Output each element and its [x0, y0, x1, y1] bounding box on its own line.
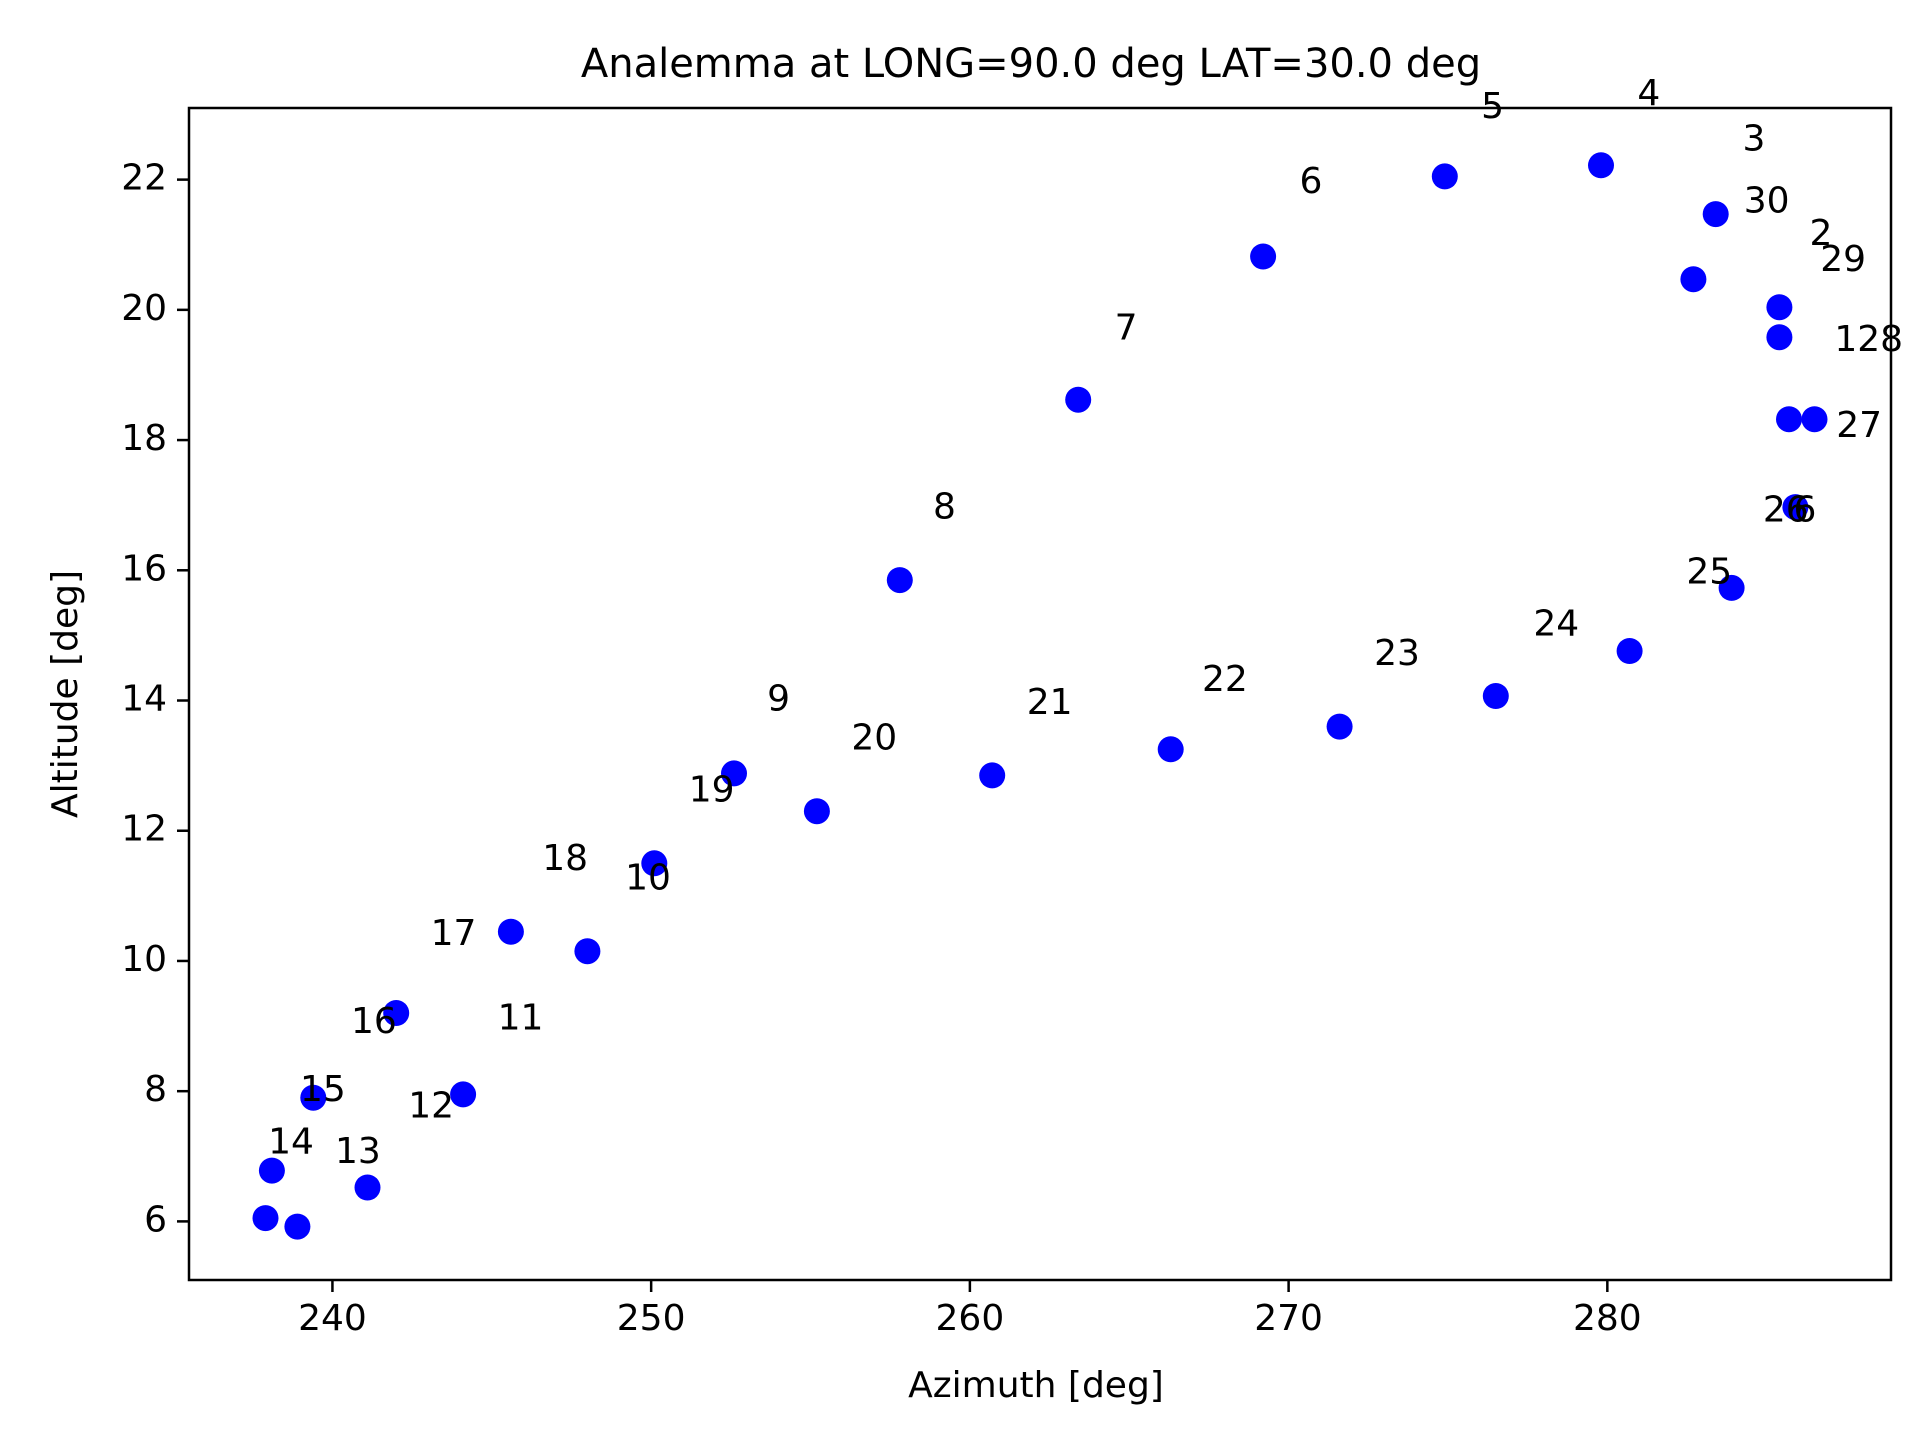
point-label: 29: [1820, 239, 1866, 280]
x-tick-label: 270: [1254, 1298, 1323, 1339]
data-point: [1588, 152, 1614, 179]
y-tick-label: 20: [121, 288, 167, 329]
data-point: [886, 567, 913, 594]
point-label: 6: [1793, 490, 1816, 531]
data-point: [1702, 201, 1729, 228]
point-label: 25: [1686, 552, 1732, 593]
point-label: 2: [1809, 213, 1832, 254]
point-label: 15: [300, 1069, 346, 1110]
data-point: [1065, 386, 1092, 413]
data-point: [1616, 638, 1643, 664]
data-point: [1326, 713, 1353, 740]
point-label: 26: [1763, 490, 1809, 531]
data-point: [1776, 406, 1802, 433]
point-label: 19: [689, 770, 735, 811]
point-label: 17: [431, 913, 477, 954]
point-label: 30: [1744, 180, 1790, 221]
data-point: [1782, 494, 1809, 521]
data-point: [300, 1084, 327, 1111]
point-label: 24: [1533, 604, 1579, 645]
point-label: 16: [351, 1001, 397, 1042]
data-point: [574, 938, 601, 965]
data-point: [497, 918, 524, 945]
data-point: [383, 1000, 410, 1026]
point-label: 8: [933, 486, 956, 527]
y-tick-label: 10: [121, 939, 167, 980]
data-point: [1766, 324, 1793, 351]
data-point: [979, 762, 1006, 789]
data-point: [258, 1157, 285, 1184]
y-tick-label: 14: [121, 679, 167, 720]
x-axis-label: Azimuth [deg]: [908, 1365, 1164, 1406]
point-label: 11: [498, 998, 544, 1039]
y-axis-label: Altitude [deg]: [45, 570, 86, 818]
x-tick-label: 240: [298, 1298, 367, 1339]
data-point: [284, 1213, 311, 1240]
y-tick-label: 6: [144, 1199, 167, 1240]
data-point: [803, 798, 830, 825]
point-label: 23: [1374, 633, 1420, 674]
data-point: [1157, 736, 1184, 763]
point-label: 128: [1834, 319, 1903, 360]
point-label: 6: [1299, 161, 1322, 202]
y-tick-label: 12: [121, 809, 167, 850]
point-label: 3: [1742, 119, 1765, 160]
point-label: 7: [1115, 307, 1138, 348]
point-label: 27: [1836, 405, 1882, 446]
data-point: [1680, 266, 1707, 293]
point-label: 13: [335, 1131, 381, 1172]
x-tick-label: 250: [617, 1298, 686, 1339]
x-tick-label: 280: [1573, 1298, 1642, 1339]
y-tick-label: 18: [121, 418, 167, 459]
data-point: [1801, 406, 1828, 433]
point-label: 9: [767, 679, 790, 720]
point-label: 12: [408, 1086, 454, 1127]
y-tick-label: 16: [121, 548, 167, 589]
point-label: 4: [1637, 73, 1660, 114]
data-point: [1431, 163, 1458, 190]
data-point: [1482, 683, 1509, 709]
plot-frame: [187, 106, 1893, 1282]
x-tick-label: 260: [936, 1298, 1005, 1339]
y-tick-label: 22: [121, 158, 167, 199]
data-point: [252, 1205, 279, 1232]
point-label: 14: [268, 1121, 314, 1162]
y-tick-label: 8: [144, 1069, 167, 1110]
data-point: [1766, 294, 1793, 321]
point-label: 21: [1027, 682, 1073, 723]
point-label: 5: [1481, 86, 1504, 127]
data-point: [721, 760, 747, 787]
y-axis-ticks: 6 8 10 12 14 16 18 20 22: [121, 158, 189, 1240]
point-label: 20: [851, 718, 897, 759]
data-point: [450, 1081, 477, 1108]
point-label: 22: [1202, 659, 1248, 700]
data-point: [354, 1174, 381, 1201]
x-axis-ticks: 240 250 260 270 280: [298, 1280, 1642, 1339]
point-label: 18: [542, 838, 588, 879]
chart-title: Analemma at LONG=90.0 deg LAT=30.0 deg: [581, 41, 1481, 87]
data-point: [641, 850, 668, 877]
data-point: [1250, 243, 1277, 270]
point-label: 10: [625, 858, 671, 899]
data-point: [1718, 574, 1745, 601]
